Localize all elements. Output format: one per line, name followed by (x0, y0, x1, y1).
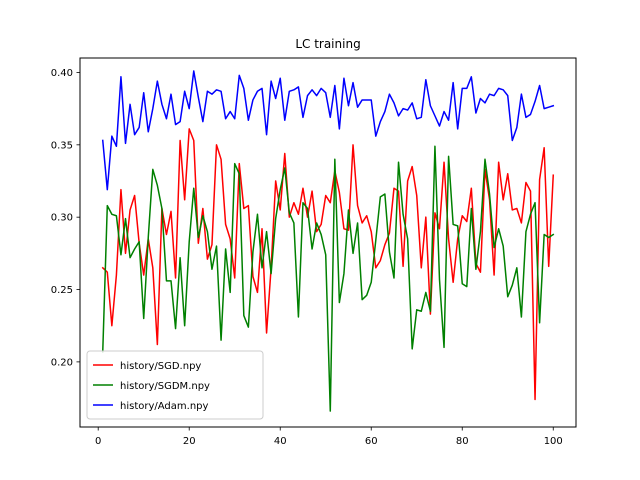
y-tick-label: 0.30 (51, 213, 73, 224)
x-tick-label: 20 (183, 436, 196, 447)
legend-label: history/SGD.npy (120, 361, 201, 372)
legend-box (86, 350, 264, 420)
y-tick-label: 0.35 (51, 140, 73, 151)
y-tick-label: 0.40 (51, 68, 73, 79)
y-tick-label: 0.20 (51, 357, 73, 368)
x-axis: 0 20 40 60 80 100 (95, 427, 563, 447)
legend: history/SGD.npy history/SGDM.npy history/A… (86, 350, 264, 420)
series-line-3 (101, 70, 555, 191)
x-tick-label: 40 (274, 436, 287, 447)
chart-title: LC training (295, 37, 360, 51)
series-line-2 (101, 145, 555, 412)
x-tick-label: 100 (544, 436, 563, 447)
x-tick-label: 80 (456, 436, 469, 447)
x-tick-label: 0 (95, 436, 101, 447)
legend-label: history/SGDM.npy (120, 381, 210, 392)
series-layer (101, 70, 555, 412)
y-tick-label: 0.25 (51, 285, 73, 296)
x-tick-label: 60 (365, 436, 378, 447)
series-line-1 (101, 128, 555, 401)
legend-label: history/Adam.npy (120, 401, 209, 412)
y-axis: 0.20 0.25 0.30 0.35 0.40 (51, 68, 80, 368)
axes-frame (79, 57, 577, 428)
